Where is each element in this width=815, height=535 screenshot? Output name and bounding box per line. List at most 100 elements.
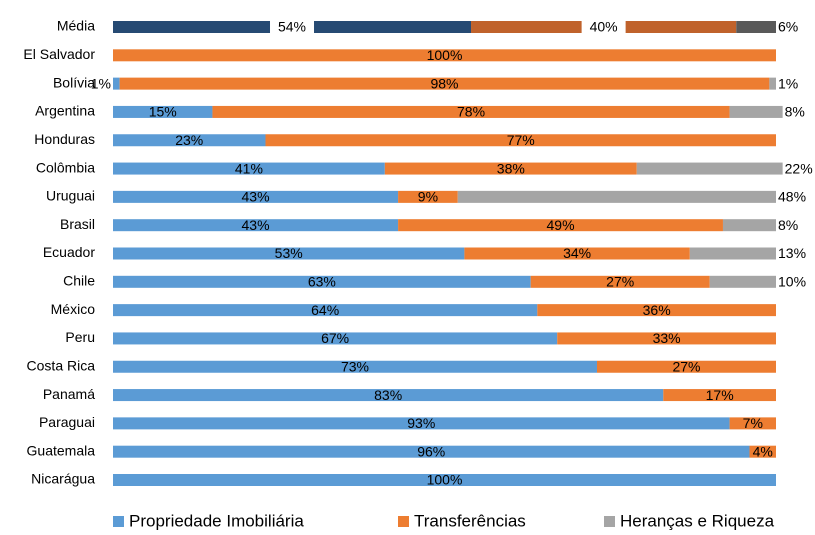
- value-label: 98%: [430, 75, 458, 91]
- bar-segment: [384, 162, 637, 175]
- legend-label: Propriedade Imobiliária: [129, 511, 304, 530]
- bar-segment: [113, 219, 399, 232]
- bar-segment: [119, 77, 770, 90]
- bar-segment: [689, 247, 776, 260]
- value-label: 67%: [321, 330, 349, 346]
- value-label: 53%: [275, 245, 303, 261]
- y-tick-label: Panamá: [43, 386, 95, 402]
- bar-segment: [596, 360, 776, 373]
- bar-segment: [113, 332, 558, 345]
- value-label: 93%: [407, 415, 435, 431]
- legend-swatch: [113, 516, 124, 527]
- value-label: 1%: [91, 75, 111, 91]
- value-label: 100%: [427, 472, 463, 488]
- value-label: 83%: [374, 387, 402, 403]
- value-label: 78%: [457, 104, 485, 120]
- bar-segment: [113, 445, 750, 458]
- value-label: 8%: [778, 217, 798, 233]
- y-tick-label: Costa Rica: [27, 357, 96, 373]
- bar-segment: [113, 247, 465, 260]
- value-label: 40%: [590, 19, 618, 35]
- value-label: 96%: [417, 443, 445, 459]
- value-label: 7%: [743, 415, 763, 431]
- bar-segment: [265, 134, 776, 147]
- value-label: 100%: [427, 47, 463, 63]
- y-tick-label: El Salvador: [23, 46, 95, 62]
- bar-segment: [457, 190, 776, 203]
- bar-segment: [636, 162, 783, 175]
- legend-label: Heranças e Riqueza: [620, 511, 775, 530]
- label-background: [581, 18, 626, 36]
- value-label: 6%: [778, 19, 798, 35]
- bar-segment: [113, 105, 213, 118]
- value-label: 15%: [149, 104, 177, 120]
- bar-segment: [663, 389, 776, 402]
- y-tick-label: Média: [57, 18, 95, 34]
- bar-segment: [113, 49, 776, 62]
- y-tick-label: Paraguai: [39, 414, 95, 430]
- value-label: 54%: [278, 19, 306, 35]
- bar-segment: [113, 134, 266, 147]
- bar-segment: [113, 190, 399, 203]
- legend-label: Transferências: [414, 511, 526, 530]
- value-label: 10%: [778, 274, 806, 290]
- value-label: 64%: [311, 302, 339, 318]
- value-label: 27%: [606, 274, 634, 290]
- bar-segment: [729, 417, 776, 430]
- y-tick-label: Colômbia: [36, 159, 95, 175]
- y-tick-label: Brasil: [60, 216, 95, 232]
- y-tick-label: Bolívia: [53, 74, 95, 90]
- bar-segment: [709, 275, 776, 288]
- y-tick-label: Argentina: [35, 103, 95, 119]
- bar-segment: [113, 389, 664, 402]
- value-label: 36%: [643, 302, 671, 318]
- value-label: 49%: [547, 217, 575, 233]
- bar-segment: [113, 275, 531, 288]
- y-tick-label: Chile: [63, 273, 95, 289]
- value-label: 48%: [778, 189, 806, 205]
- value-label: 33%: [653, 330, 681, 346]
- value-label: 43%: [242, 189, 270, 205]
- value-label: 34%: [563, 245, 591, 261]
- bar-segment: [398, 190, 458, 203]
- bar-segment: [113, 162, 385, 175]
- bar-segment: [398, 219, 723, 232]
- value-label: 9%: [418, 189, 438, 205]
- value-label: 22%: [785, 160, 813, 176]
- bar-segment: [464, 247, 690, 260]
- legend-swatch: [604, 516, 615, 527]
- legend-swatch: [398, 516, 409, 527]
- y-tick-label: Ecuador: [43, 244, 95, 260]
- y-tick-label: México: [51, 301, 96, 317]
- bar-segment: [722, 219, 776, 232]
- bar-segment: [113, 360, 597, 373]
- value-label: 1%: [778, 75, 798, 91]
- value-label: 38%: [497, 160, 525, 176]
- bar-segment: [749, 445, 776, 458]
- bar-segment: [113, 474, 776, 486]
- value-label: 63%: [308, 274, 336, 290]
- value-label: 17%: [706, 387, 734, 403]
- y-tick-label: Honduras: [34, 131, 95, 147]
- bar-segment: [113, 304, 538, 317]
- value-label: 41%: [235, 160, 263, 176]
- bar-segment: [113, 417, 730, 430]
- value-label: 8%: [785, 104, 805, 120]
- label-background: [270, 18, 315, 36]
- bar-segment: [736, 21, 776, 33]
- bar-segment: [557, 332, 776, 345]
- value-label: 77%: [507, 132, 535, 148]
- bar-segment: [530, 275, 710, 288]
- y-tick-label: Guatemala: [27, 442, 96, 458]
- value-label: 23%: [175, 132, 203, 148]
- bar-segment: [729, 105, 783, 118]
- y-tick-label: Peru: [65, 329, 95, 345]
- bar-segment: [769, 77, 776, 90]
- bar-segment: [113, 77, 120, 90]
- value-label: 27%: [672, 358, 700, 374]
- value-label: 43%: [242, 217, 270, 233]
- y-tick-label: Uruguai: [46, 188, 95, 204]
- value-label: 13%: [778, 245, 806, 261]
- value-label: 73%: [341, 358, 369, 374]
